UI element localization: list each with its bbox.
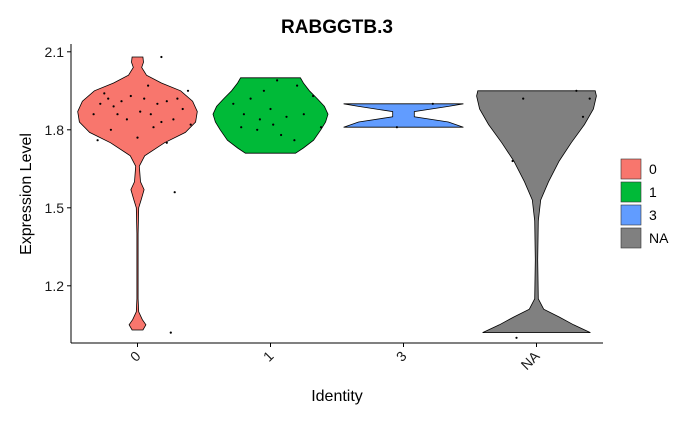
data-point-0-15 bbox=[160, 120, 163, 124]
legend-label-NA: NA bbox=[649, 230, 669, 246]
data-point-0-25 bbox=[147, 84, 150, 87]
data-point-0-22 bbox=[96, 139, 99, 142]
data-point-0-21 bbox=[92, 113, 95, 116]
data-point-0-2 bbox=[99, 102, 102, 105]
data-point-NA-4 bbox=[511, 159, 514, 163]
data-point-0-4 bbox=[120, 100, 123, 103]
data-point-NA-5 bbox=[515, 336, 518, 339]
data-point-1-10 bbox=[302, 113, 305, 116]
data-point-1-7 bbox=[258, 118, 261, 121]
legend-label-3: 3 bbox=[649, 207, 657, 223]
data-point-1-15 bbox=[293, 139, 296, 142]
legend-swatch-NA bbox=[620, 227, 642, 249]
chart-title: RABGGTB.3 bbox=[281, 17, 393, 38]
violin-1 bbox=[212, 77, 329, 154]
y-tick-label: 1.5 bbox=[45, 200, 65, 216]
data-point-0-19 bbox=[109, 128, 112, 131]
data-point-NA-2 bbox=[588, 97, 591, 100]
data-point-0-8 bbox=[165, 100, 168, 103]
data-point-1-11 bbox=[319, 126, 323, 129]
legend-label-1: 1 bbox=[649, 184, 657, 200]
data-point-NA-1 bbox=[575, 89, 578, 92]
data-point-0-20 bbox=[152, 126, 155, 129]
data-point-NA-0 bbox=[522, 97, 525, 100]
x-tick-label: 1 bbox=[260, 348, 277, 365]
legend: 0 1 3 NA bbox=[620, 158, 669, 249]
data-point-3-1 bbox=[431, 102, 434, 105]
data-point-0-17 bbox=[181, 107, 184, 111]
y-tick-label: 1.2 bbox=[45, 278, 65, 294]
legend-swatch-1 bbox=[620, 181, 642, 203]
data-point-1-14 bbox=[280, 133, 283, 137]
violin-3 bbox=[343, 103, 464, 128]
data-point-1-2 bbox=[262, 89, 265, 92]
legend-label-0: 0 bbox=[649, 161, 657, 177]
data-point-1-8 bbox=[269, 107, 272, 111]
violin-0 bbox=[77, 56, 198, 331]
legend-swatch-0 bbox=[620, 158, 642, 180]
x-tick-label: 0 bbox=[127, 348, 144, 365]
data-point-1-9 bbox=[285, 115, 288, 118]
point-layer bbox=[92, 55, 591, 339]
data-point-0-5 bbox=[129, 94, 132, 98]
data-point-0-27 bbox=[173, 191, 176, 194]
data-point-1-1 bbox=[249, 97, 252, 100]
data-point-0-10 bbox=[186, 89, 190, 92]
data-point-1-3 bbox=[276, 79, 279, 82]
data-point-0-16 bbox=[172, 118, 175, 121]
data-point-0-9 bbox=[176, 97, 179, 100]
data-point-0-23 bbox=[136, 136, 139, 139]
x-axis-label: Identity bbox=[311, 388, 363, 405]
data-point-0-3 bbox=[112, 105, 115, 108]
data-point-1-0 bbox=[232, 102, 235, 105]
x-tick-label: 3 bbox=[393, 348, 410, 365]
data-point-0-26 bbox=[160, 55, 163, 59]
data-point-1-5 bbox=[312, 94, 315, 98]
data-point-1-13 bbox=[256, 128, 259, 131]
data-point-0-11 bbox=[116, 113, 119, 116]
data-point-0-12 bbox=[125, 118, 128, 121]
data-point-0-24 bbox=[165, 141, 168, 144]
data-point-NA-3 bbox=[581, 115, 585, 118]
data-point-0-13 bbox=[139, 110, 142, 113]
violin-NA bbox=[476, 90, 597, 333]
x-ticks: 0 1 3 NA bbox=[127, 343, 543, 373]
y-axis-label: Expression Level bbox=[18, 133, 35, 255]
legend-swatch-3 bbox=[620, 204, 642, 226]
violin-layer bbox=[77, 56, 597, 333]
x-tick-label: NA bbox=[518, 347, 544, 373]
data-point-1-16 bbox=[272, 123, 275, 126]
data-point-0-28 bbox=[169, 331, 172, 334]
data-point-0-1 bbox=[107, 97, 110, 100]
data-point-0-14 bbox=[149, 113, 152, 116]
data-point-0-6 bbox=[143, 97, 146, 100]
data-point-0-7 bbox=[156, 102, 159, 105]
data-point-0-0 bbox=[103, 92, 106, 95]
y-tick-label: 1.8 bbox=[45, 122, 65, 138]
data-point-1-4 bbox=[296, 84, 299, 87]
data-point-3-0 bbox=[395, 126, 398, 129]
data-point-0-18 bbox=[189, 123, 192, 126]
data-point-1-12 bbox=[240, 126, 243, 129]
y-ticks: 1.2 1.5 1.8 2.1 bbox=[45, 44, 71, 294]
y-tick-label: 2.1 bbox=[45, 44, 65, 60]
data-point-1-6 bbox=[242, 113, 245, 116]
